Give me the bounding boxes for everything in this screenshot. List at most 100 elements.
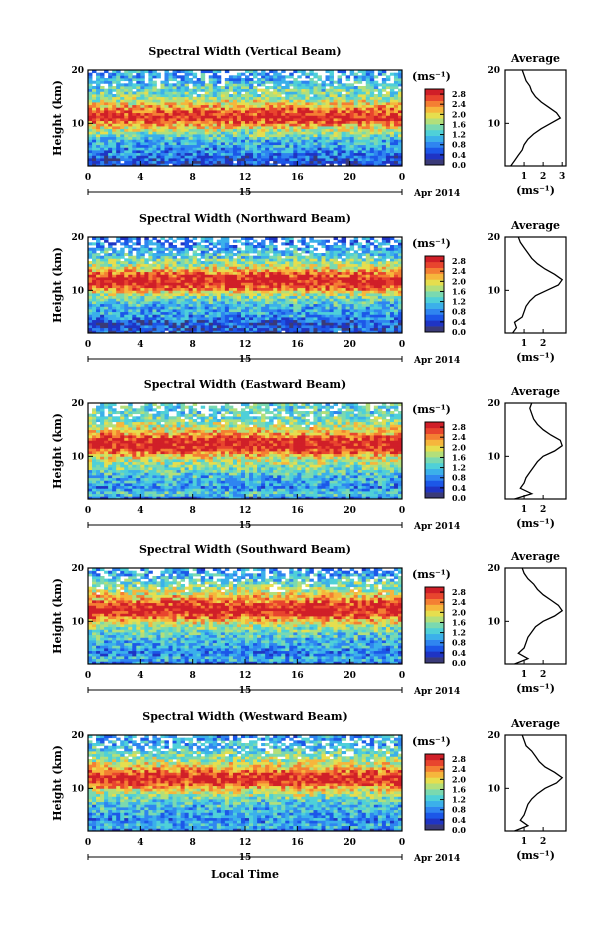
heatmap-cell (281, 147, 286, 151)
heatmap-cell (152, 269, 157, 273)
heatmap-cell (377, 298, 383, 302)
heatmap-cell (365, 287, 371, 291)
heatmap-cell (245, 285, 250, 289)
heatmap-cell (349, 144, 355, 148)
heatmap-cell (301, 99, 306, 103)
heatmap-cell (160, 99, 165, 103)
heatmap-cell (369, 301, 375, 305)
heatmap-cell (160, 94, 165, 98)
heatmap-cell (309, 282, 314, 286)
heatmap-cell (132, 160, 137, 164)
heatmap-cell (240, 158, 246, 162)
heatmap-cell (96, 255, 101, 259)
heatmap-cell (196, 147, 202, 151)
heatmap-cell (120, 303, 125, 307)
heatmap-cell (200, 266, 206, 270)
heatmap-cell (164, 287, 169, 291)
heatmap-cell (116, 295, 121, 299)
heatmap-cell (92, 314, 97, 318)
heatmap-cell (168, 160, 173, 164)
heatmap-cell (329, 285, 334, 289)
heatmap-cell (188, 293, 194, 297)
heatmap-cell (273, 142, 278, 146)
heatmap-cell (265, 86, 270, 90)
heatmap-cell (168, 75, 173, 79)
heatmap-cell (265, 120, 270, 124)
heatmap-cell (301, 295, 306, 299)
heatmap-cell (88, 104, 93, 108)
heatmap-cell (385, 147, 391, 151)
heatmap-cell (196, 311, 202, 315)
heatmap-cell (116, 325, 121, 329)
heatmap-cell (261, 309, 266, 313)
heatmap-cell (329, 263, 334, 267)
heatmap-cell (321, 290, 326, 294)
heatmap-cell (313, 94, 318, 98)
heatmap-cell (333, 96, 338, 100)
heatmap-cell (265, 144, 270, 148)
heatmap-cell (321, 134, 326, 138)
average-title: Average (510, 52, 560, 65)
heatmap-cell (245, 128, 250, 132)
heatmap-cell (357, 128, 363, 132)
heatmap-cell (152, 139, 157, 143)
heatmap-cell (240, 99, 246, 103)
heatmap-cell (245, 327, 250, 331)
heatmap-cell (200, 126, 206, 130)
heatmap-cell (245, 150, 250, 154)
heatmap-cell (136, 158, 141, 162)
heatmap-cell (228, 311, 234, 315)
heatmap-cell (253, 255, 258, 259)
heatmap-cell (216, 102, 222, 106)
heatmap-cell (232, 279, 238, 283)
heatmap-cell (353, 94, 359, 98)
heatmap-cell (305, 279, 310, 283)
heatmap-cell (104, 123, 109, 127)
heatmap-cell (321, 128, 326, 132)
heatmap-cell (333, 88, 338, 92)
heatmap-cell (353, 266, 359, 270)
heatmap-cell (228, 258, 234, 262)
heatmap-cell (148, 301, 153, 305)
heatmap-cell (337, 158, 343, 162)
heatmap-cell (196, 94, 202, 98)
heatmap-cell (397, 80, 403, 84)
heatmap-cell (301, 274, 306, 278)
heatmap-cell (309, 330, 314, 334)
heatmap-cell (140, 131, 145, 135)
heatmap-cell (92, 330, 97, 334)
heatmap-cell (333, 322, 338, 326)
heatmap-cell (317, 152, 322, 156)
heatmap-cell (253, 123, 258, 127)
heatmap-cell (369, 94, 375, 98)
heatmap-cell (329, 303, 334, 307)
heatmap-cell (168, 94, 173, 98)
heatmap-cell (224, 317, 230, 321)
heatmap-cell (148, 163, 153, 167)
heatmap-cell (180, 115, 186, 119)
heatmap-cell (100, 94, 105, 98)
heatmap-cell (136, 282, 141, 286)
heatmap-cell (140, 72, 145, 76)
heatmap-cell (152, 86, 157, 90)
heatmap-cell (204, 298, 210, 302)
heatmap-cell (88, 279, 93, 283)
heatmap-cell (208, 293, 214, 297)
heatmap-cell (212, 163, 218, 167)
heatmap-cell (393, 269, 399, 273)
heatmap-cell (188, 70, 194, 74)
heatmap-cell (104, 126, 109, 130)
heatmap-cell (257, 322, 262, 326)
heatmap-cell (124, 96, 129, 100)
heatmap-cell (236, 136, 242, 140)
heatmap-cell (317, 261, 322, 265)
heatmap-cell (144, 142, 149, 146)
heatmap-cell (196, 298, 202, 302)
heatmap-cell (220, 319, 226, 323)
heatmap-cell (337, 96, 343, 100)
heatmap-cell (108, 86, 113, 90)
heatmap-cell (353, 107, 359, 111)
heatmap-cell (116, 91, 121, 95)
heatmap-cell (208, 330, 214, 334)
heatmap-cell (249, 144, 254, 148)
